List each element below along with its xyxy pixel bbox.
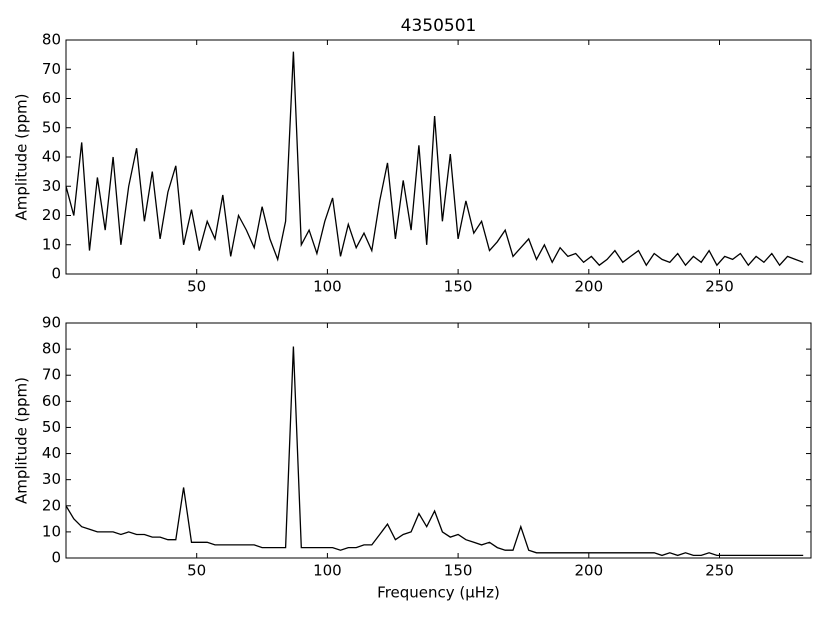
y-tick-label: 90 [42,314,61,332]
y-tick-label: 40 [42,148,61,166]
y-tick-label: 70 [42,366,61,384]
x-tick-label: 250 [705,278,734,296]
y-tick-label: 40 [42,444,61,462]
x-tick-label: 200 [574,278,603,296]
y-tick-label: 30 [42,177,61,195]
plot-frame [65,322,812,559]
plot-frame [65,39,812,275]
x-tick-label: 150 [444,562,473,580]
spectrum-line [65,51,804,267]
y-tick-label: 70 [42,60,61,78]
y-tick-label: 80 [42,340,61,358]
y-tick-label: 20 [42,496,61,514]
y-tick-label: 20 [42,206,61,224]
y-tick-label: 30 [42,470,61,488]
y-tick-label: 60 [42,392,61,410]
y-tick-label: 60 [42,89,61,107]
y-tick-label: 80 [42,31,61,49]
x-tick-label: 50 [187,278,206,296]
y-axis-label: Amplitude (ppm) [13,94,31,221]
x-tick-label: 100 [313,278,342,296]
y-tick-label: 10 [42,235,61,253]
x-tick-label: 250 [705,562,734,580]
x-tick-label: 200 [574,562,603,580]
chart-title: 4350501 [401,16,477,36]
y-tick-label: 0 [51,265,61,283]
y-axis-label: Amplitude (ppm) [13,377,31,504]
spectrum-line [65,346,804,557]
x-tick-label: 100 [313,562,342,580]
x-axis-label: Frequency (μHz) [377,584,500,602]
x-tick-label: 150 [444,278,473,296]
x-tick-label: 50 [187,562,206,580]
y-tick-label: 10 [42,522,61,540]
y-tick-label: 50 [42,418,61,436]
y-tick-label: 50 [42,118,61,136]
y-tick-label: 0 [51,549,61,567]
